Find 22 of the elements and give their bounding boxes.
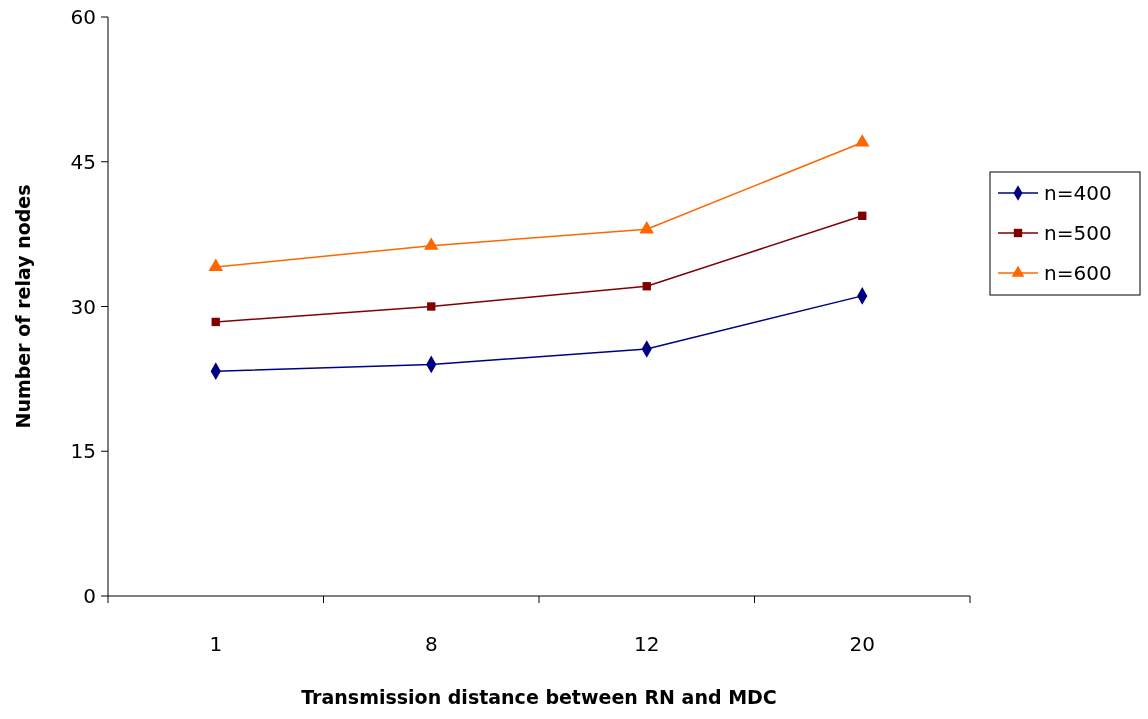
legend-label: n=400 (1044, 181, 1112, 205)
y-tick-label: 30 (70, 294, 96, 319)
point (855, 134, 870, 147)
x-tick-label: 20 (849, 632, 875, 656)
point (642, 282, 651, 291)
x-tick-label: 12 (634, 632, 660, 656)
point (639, 220, 654, 234)
y-tick-label: 0 (83, 584, 96, 608)
point (211, 317, 220, 327)
y-tick-label: 15 (70, 439, 96, 464)
x-axis-title: Transmission distance between RN and MDC (301, 686, 777, 708)
x-tick-label: 8 (424, 632, 438, 656)
legend-label: n=500 (1044, 221, 1112, 245)
y-axis-title: Number of relay nodes (12, 184, 34, 429)
legend-label: n=600 (1044, 261, 1112, 285)
point (208, 258, 223, 272)
point (427, 302, 436, 311)
x-tick-label: 1 (209, 632, 223, 656)
point (858, 211, 867, 220)
y-tick-label: 45 (70, 149, 96, 174)
point (424, 237, 439, 250)
y-tick-label: 60 (70, 5, 96, 29)
